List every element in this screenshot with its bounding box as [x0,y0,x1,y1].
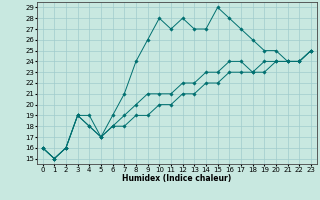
X-axis label: Humidex (Indice chaleur): Humidex (Indice chaleur) [122,174,231,183]
